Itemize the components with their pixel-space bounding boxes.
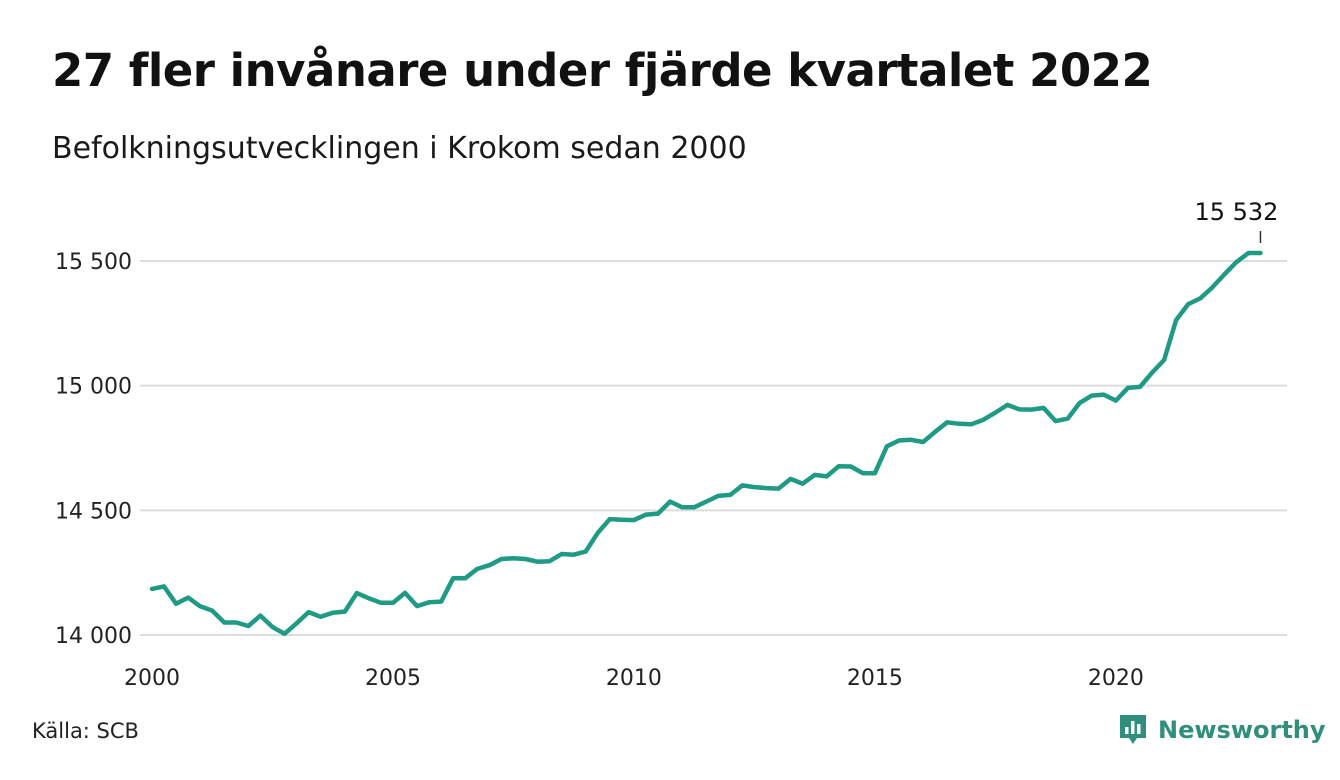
grid-lines (140, 260, 1287, 636)
source-note: Källa: SCB (32, 719, 139, 743)
y-tick-label: 15 500 (55, 250, 132, 275)
y-tick-label: 15 000 (55, 375, 132, 400)
end-annotation: 15 532 (1194, 198, 1278, 244)
y-tick-label: 14 500 (55, 499, 132, 524)
x-tick-label: 2015 (847, 666, 903, 691)
y-axis: 14 000 14 500 15 000 15 500 (55, 250, 132, 649)
chart-title: 27 fler invånare under fjärde kvartalet … (52, 44, 1153, 97)
x-tick-label: 2000 (124, 666, 180, 691)
chart-subtitle: Befolkningsutvecklingen i Krokom sedan 2… (52, 131, 747, 166)
x-tick-label: 2020 (1088, 666, 1144, 691)
brand-name: Newsworthy (1158, 716, 1326, 744)
brand-logo: Newsworthy (1118, 713, 1326, 747)
series-line (149, 250, 1263, 637)
y-tick-label: 14 000 (55, 624, 132, 649)
x-tick-label: 2010 (606, 666, 662, 691)
x-axis: 2000 2005 2010 2015 2020 (124, 666, 1144, 691)
newsworthy-logo-icon (1120, 715, 1146, 744)
x-tick-label: 2005 (365, 666, 421, 691)
series-group (149, 250, 1263, 637)
end-value-label: 15 532 (1194, 198, 1278, 226)
